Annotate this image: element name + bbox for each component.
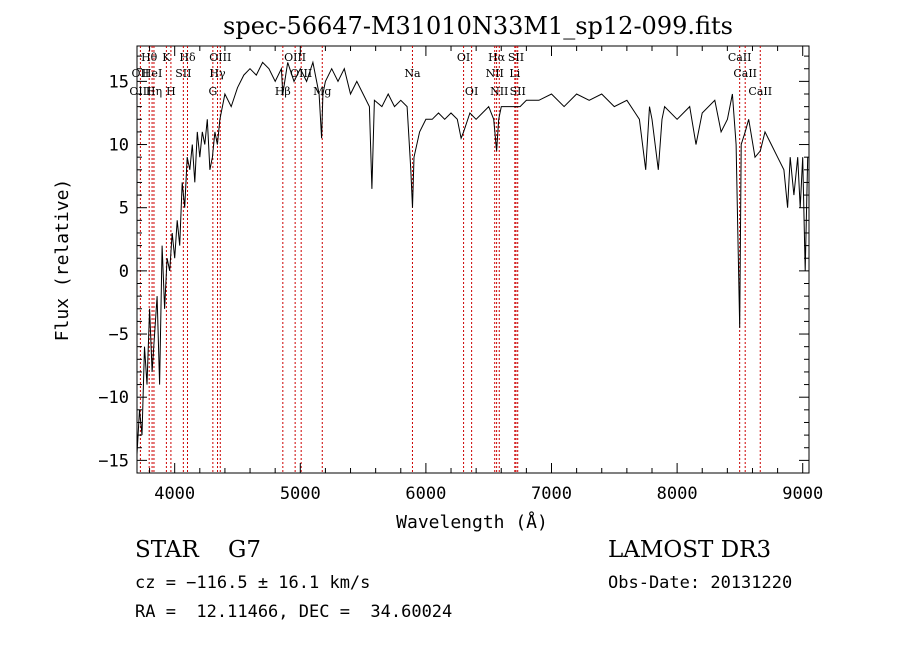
line-marker-label: K [162,51,171,64]
observation-date: Obs-Date: 20131220 [608,573,793,593]
chart-title: spec-56647-M31010N33M1_sp12-099.fits [223,12,733,40]
line-marker-label: CaII [748,85,772,98]
line-marker-label: Mg [313,85,331,98]
y-axis-label: Flux (relative) [52,179,73,342]
y-tick-label: −5 [109,325,129,345]
line-marker-label: Li [509,67,520,80]
x-tick-label: 8000 [657,484,698,504]
line-marker-label: OII [132,67,150,80]
y-tick-label: 15 [109,72,129,92]
survey-name: LAMOST DR3 [608,537,772,563]
line-marker-label: NII [490,85,508,98]
plot-frame [136,45,810,474]
y-tick-label: 0 [119,262,129,282]
line-marker-label: Hγ [209,67,226,80]
spectral-class: STAR G7 [135,537,262,563]
line-marker-label: OIII [284,51,306,64]
y-tick-label: 5 [119,199,129,219]
x-tick-label: 6000 [405,484,446,504]
x-tick-label: 9000 [782,484,823,504]
x-tick-label: 4000 [154,484,195,504]
line-markers [139,46,761,473]
line-marker-label: HeI [142,67,162,80]
line-marker-label: OIII [290,67,312,80]
axes: 4000 5000 6000 7000 8000 9000 −15 −10 −5 0 5 10 15 [98,46,823,504]
line-marker-label: G [208,85,217,98]
line-marker-label: Hδ [179,51,196,64]
line-marker-label: H [166,85,176,98]
redshift-velocity: cz = −116.5 ± 16.1 km/s [135,573,371,593]
line-marker-label: OI [465,85,478,98]
line-marker-label: CaII [728,51,752,64]
line-marker-label: OI [457,51,470,64]
line-marker-label: OIII [129,85,151,98]
y-tick-label: −10 [98,388,129,408]
line-marker-label: SII [508,51,524,64]
coordinates: RA = 12.11466, DEC = 34.60024 [135,602,453,622]
line-marker-label: SII [510,85,526,98]
x-axis-label: Wavelength (Å) [396,511,548,533]
y-tick-label: 10 [109,136,129,156]
line-marker-label: Hη [146,85,162,98]
line-marker-label: NII [486,67,504,80]
line-marker-label: OIII [209,51,231,64]
x-tick-label: 7000 [531,484,572,504]
x-tick-label: 5000 [280,484,321,504]
line-marker-label: SII [175,67,191,80]
spectrum-line [136,60,809,455]
y-tick-label: −15 [98,451,129,471]
line-marker-label: Hθ [141,51,158,64]
line-marker-label: Hα [488,51,506,64]
line-marker-label: CaII [733,67,757,80]
line-marker-label: Na [404,67,421,80]
